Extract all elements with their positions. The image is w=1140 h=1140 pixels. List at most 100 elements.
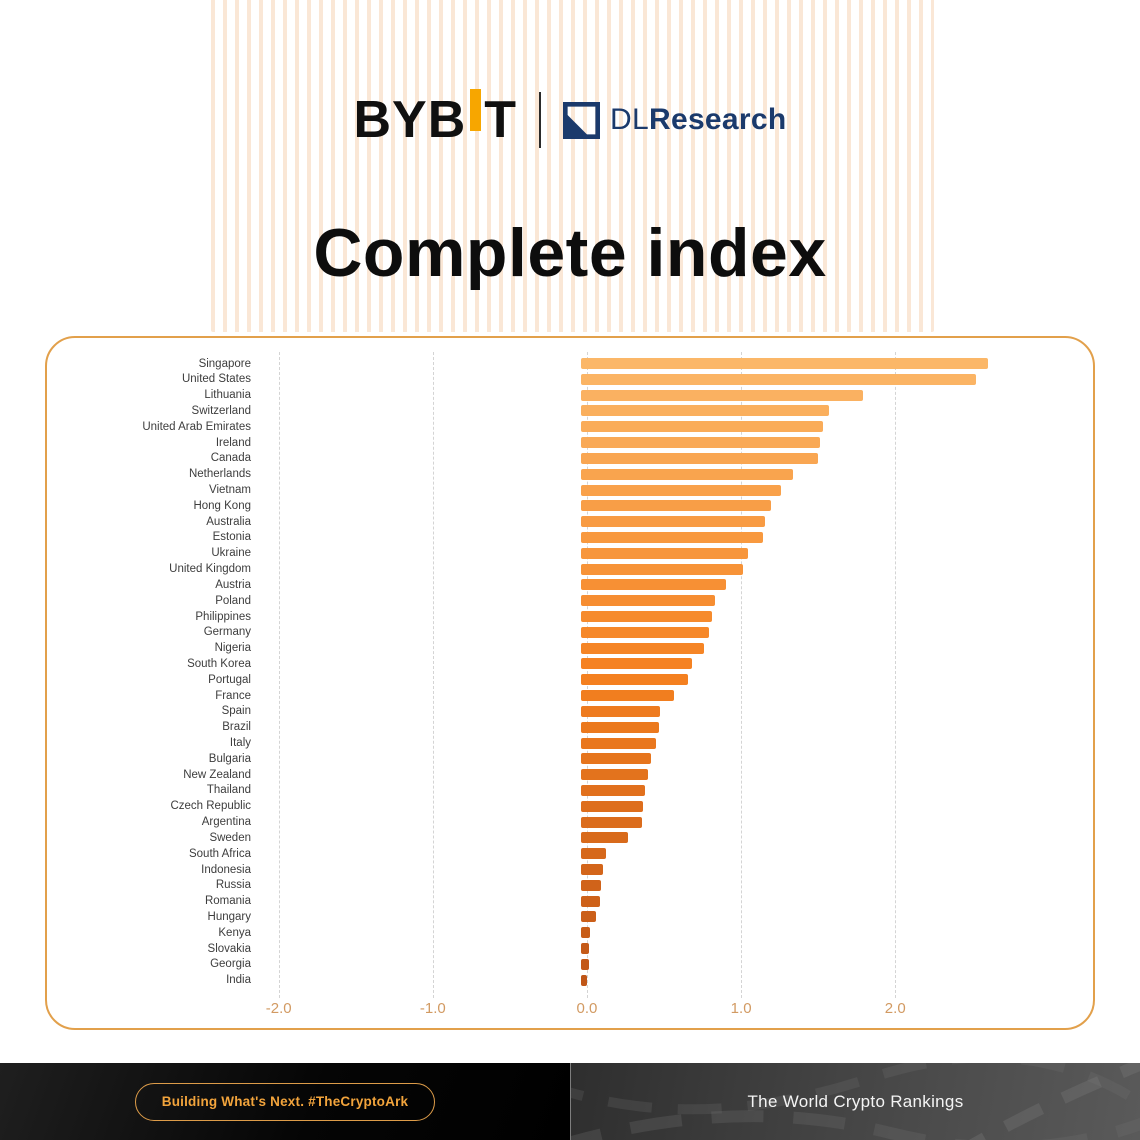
country-label: Russia xyxy=(215,879,251,892)
chart-card: Singapore United States Lithuania Switzerla… xyxy=(45,336,1095,1030)
value-bar xyxy=(580,611,712,622)
chart-row: South Africa xyxy=(47,846,1091,861)
bar-track xyxy=(261,405,1091,417)
value-bar xyxy=(580,405,829,417)
bar-track xyxy=(261,468,1091,480)
chart-row: Italy xyxy=(47,736,1091,751)
value-bar xyxy=(580,674,689,686)
logo-row: BYB T DLResearch xyxy=(0,89,1140,148)
chart-row: Vietnam xyxy=(47,483,1091,498)
value-bar xyxy=(580,468,793,480)
bar-track xyxy=(261,705,1091,717)
value-bar xyxy=(580,737,656,749)
country-label: Ireland xyxy=(215,436,251,449)
dlresearch-wordmark: DLResearch xyxy=(610,105,786,135)
bar-track xyxy=(261,879,1091,891)
country-label: Switzerland xyxy=(191,404,251,417)
value-bar xyxy=(580,943,589,955)
country-label: Romania xyxy=(204,895,251,908)
bar-track xyxy=(261,784,1091,796)
country-label: Vietnam xyxy=(209,484,251,496)
country-label: Czech Republic xyxy=(170,800,251,813)
decorative-stripes xyxy=(211,0,934,332)
value-bar xyxy=(580,658,692,670)
chart-row: Switzerland xyxy=(47,403,1091,418)
bar-track xyxy=(261,452,1091,464)
chart-row: Hungary xyxy=(47,909,1091,924)
value-bar xyxy=(580,753,652,765)
country-label: Bulgaria xyxy=(208,752,251,765)
country-label: New Zealand xyxy=(183,768,251,781)
value-bar xyxy=(580,358,989,369)
chart-row: Slovakia xyxy=(47,941,1091,956)
country-label: India xyxy=(226,974,251,987)
chart-row: Ireland xyxy=(47,435,1091,450)
country-label: United Arab Emirates xyxy=(142,420,251,433)
bar-track xyxy=(261,832,1091,844)
x-tick-label: -2.0 xyxy=(265,1000,292,1017)
chart-row: Romania xyxy=(47,894,1091,909)
chart-row: Ukraine xyxy=(47,546,1091,561)
page-title: Complete index xyxy=(313,215,827,291)
chart-row: Georgia xyxy=(47,957,1091,972)
country-label: Ukraine xyxy=(211,547,251,560)
chart-row: Portugal xyxy=(47,672,1091,687)
x-tick-label: 0.0 xyxy=(576,1000,598,1017)
value-bar xyxy=(580,516,765,528)
bybit-accent-bar-icon xyxy=(470,89,482,131)
value-bar xyxy=(580,721,659,733)
decorative-arcs-icon xyxy=(571,1063,1140,1140)
bar-track xyxy=(261,658,1091,670)
country-label: Brazil xyxy=(222,721,251,734)
chart-row: Australia xyxy=(47,514,1091,529)
country-label: United Kingdom xyxy=(169,563,251,576)
chart-row: Argentina xyxy=(47,815,1091,830)
bar-rows: Singapore United States Lithuania Switzerla… xyxy=(47,356,1091,988)
value-bar xyxy=(580,563,744,575)
bar-track xyxy=(261,674,1091,686)
chart-row: India xyxy=(47,973,1091,988)
chart-row: Thailand xyxy=(47,783,1091,798)
chart-row: Canada xyxy=(47,451,1091,466)
dlresearch-logo: DLResearch xyxy=(563,101,786,139)
dlresearch-wordmark-research: Research xyxy=(649,103,787,136)
country-label: South Africa xyxy=(188,847,251,860)
chart-row: Indonesia xyxy=(47,862,1091,877)
value-bar xyxy=(580,421,823,433)
bybit-logo: BYB T xyxy=(353,89,517,146)
chart-row: Netherlands xyxy=(47,467,1091,482)
value-bar xyxy=(580,642,705,654)
bar-track xyxy=(261,927,1091,939)
bar-track xyxy=(261,484,1091,496)
country-label: Austria xyxy=(215,578,251,591)
chart-row: Austria xyxy=(47,577,1091,592)
bar-track xyxy=(261,437,1091,449)
value-bar xyxy=(580,958,589,970)
bar-track xyxy=(261,547,1091,559)
value-bar xyxy=(580,769,648,781)
country-label: South Korea xyxy=(187,657,251,670)
chart-row: Bulgaria xyxy=(47,751,1091,766)
x-tick-label: 2.0 xyxy=(884,1000,906,1017)
chart-row: Singapore xyxy=(47,356,1091,371)
chart-row: Philippines xyxy=(47,609,1091,624)
bar-track xyxy=(261,895,1091,907)
value-bar xyxy=(580,547,748,559)
chart-row: New Zealand xyxy=(47,767,1091,782)
country-label: United States xyxy=(181,373,251,386)
value-bar xyxy=(580,864,603,875)
value-bar xyxy=(580,784,645,796)
value-bar xyxy=(580,927,591,939)
chart-row: Sweden xyxy=(47,830,1091,845)
bar-track xyxy=(261,563,1091,575)
x-axis: -2.0 -1.0 0.0 1.0 2.0 xyxy=(266,1000,1091,1022)
value-bar xyxy=(580,690,675,702)
chart-row: United States xyxy=(47,372,1091,387)
country-label: Lithuania xyxy=(204,389,251,402)
gridline xyxy=(432,352,434,998)
country-label: Hungary xyxy=(207,910,251,923)
bar-track xyxy=(261,531,1091,543)
country-label: Philippines xyxy=(195,610,251,623)
bar-track xyxy=(261,816,1091,828)
